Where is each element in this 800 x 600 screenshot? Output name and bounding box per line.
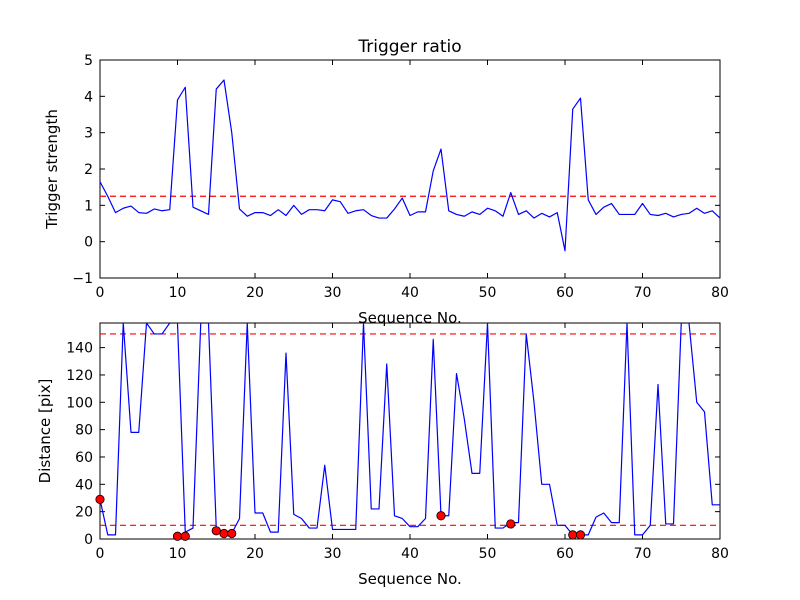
y-tick-label: 0 (84, 235, 93, 251)
x-tick-label: 80 (711, 546, 729, 562)
x-tick-label: 40 (401, 285, 419, 301)
data-point (575, 530, 586, 540)
x-tick-label: 70 (634, 285, 652, 301)
x-tick-label: 50 (479, 546, 497, 562)
y-tick-label: 3 (84, 126, 93, 142)
y-tick-label: 60 (75, 450, 93, 466)
plot-area (100, 323, 720, 536)
plot-frame (99, 59, 721, 279)
y-tick-label: 140 (66, 341, 93, 357)
y-tick-label: 120 (66, 368, 93, 384)
plot-frame (99, 322, 721, 540)
x-tick-label: 80 (711, 285, 729, 301)
y-tick-label: 20 (75, 505, 93, 521)
y-tick-label: 1 (84, 198, 93, 214)
data-point (436, 511, 446, 521)
y-tick-label: −1 (72, 271, 93, 287)
y-tick-label: 40 (75, 477, 93, 493)
series-line (100, 323, 720, 536)
series-line (100, 79, 720, 252)
x-tick-label: 10 (169, 546, 187, 562)
y-axis-label: Distance [pix] (36, 379, 54, 484)
x-tick-label: 10 (169, 285, 187, 301)
bottom-panel: 0 10 20 30 40 50 60 70 80 0 20 40 60 80 100 120 140 Seque… (36, 322, 729, 588)
y-tick-label: 5 (84, 53, 93, 69)
x-tick-label: 60 (556, 546, 574, 562)
data-point (180, 531, 190, 541)
data-point (506, 519, 516, 529)
x-tick-label: 0 (96, 546, 105, 562)
x-tick-label: 50 (479, 285, 497, 301)
x-tick-label: 30 (324, 285, 342, 301)
data-point (227, 528, 237, 539)
x-tick-label: 30 (324, 546, 342, 562)
y-tick-label: 80 (75, 423, 93, 439)
x-tick-label: 70 (634, 546, 652, 562)
data-point (211, 526, 221, 536)
plot-area (100, 79, 720, 252)
y-tick-label: 2 (84, 162, 93, 178)
x-tick-label: 60 (556, 285, 574, 301)
x-tick-label: 20 (246, 546, 264, 562)
chart-title: Trigger ratio (357, 37, 461, 57)
data-point (95, 494, 105, 504)
y-axis-label: Trigger strength (43, 109, 61, 230)
y-tick-label: 0 (84, 532, 93, 548)
data-point (568, 530, 578, 540)
data-point (172, 531, 183, 541)
x-axis-label: Sequence No. (358, 570, 462, 588)
x-tick-label: 20 (246, 285, 264, 301)
data-point (219, 528, 229, 539)
x-tick-label: 0 (96, 285, 105, 301)
y-tick-label: 100 (66, 395, 93, 411)
y-tick-label: 4 (84, 89, 93, 105)
x-tick-label: 40 (401, 546, 419, 562)
